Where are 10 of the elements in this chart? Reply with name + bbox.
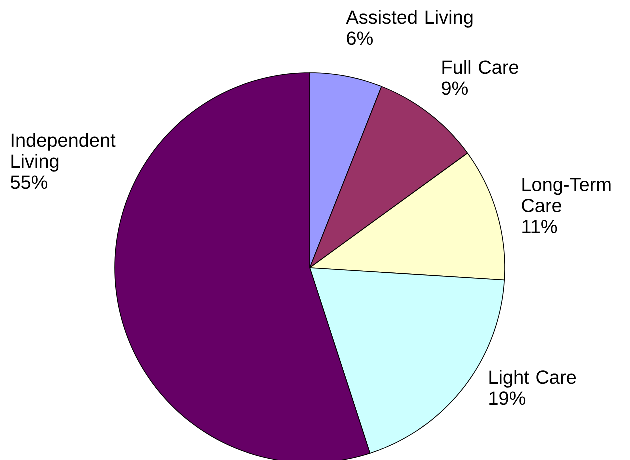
data-label: 11% [522, 220, 558, 234]
slice-label: Full Care [442, 60, 518, 74]
data-label: 6% [347, 32, 373, 46]
data-label: 55% [10, 176, 48, 190]
slice-label: Long-Term Care [522, 178, 611, 212]
slice-label: Light Care [490, 370, 576, 388]
slice-label: Independent Living [12, 133, 116, 172]
data-label: 19% [490, 392, 526, 406]
slice-label: Assisted Living [346, 10, 473, 28]
data-label: 9% [442, 82, 468, 96]
